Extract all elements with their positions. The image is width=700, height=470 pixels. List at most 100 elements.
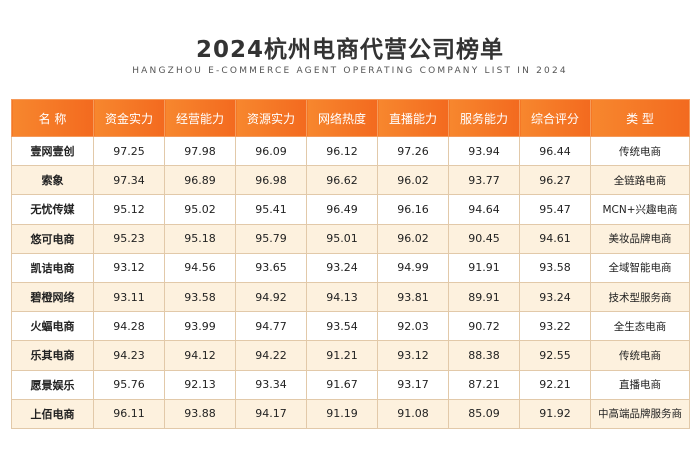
company-name-cell: 上佰电商 bbox=[11, 398, 94, 429]
company-type-cell: 美妆品牌电商 bbox=[590, 223, 690, 254]
operation-score-cell: 94.12 bbox=[164, 340, 236, 371]
company-type-cell: 传统电商 bbox=[590, 340, 690, 371]
company-type-cell: 全域智能电商 bbox=[590, 252, 690, 283]
resources-score-cell: 96.98 bbox=[235, 165, 307, 196]
company-name-cell: 愿景娱乐 bbox=[11, 369, 94, 400]
overall-score-cell: 93.58 bbox=[519, 252, 591, 283]
table-row: 凯诘电商 93.12 94.56 93.65 93.24 94.99 91.91 93.58 全… bbox=[11, 252, 690, 283]
company-type-cell: 传统电商 bbox=[590, 135, 690, 167]
resources-score-cell: 95.41 bbox=[235, 194, 307, 225]
capital-score-cell: 93.11 bbox=[93, 281, 165, 313]
service-score-cell: 90.72 bbox=[448, 311, 520, 342]
company-name-cell: 凯诘电商 bbox=[11, 252, 94, 283]
popularity-score-cell: 96.12 bbox=[306, 135, 378, 167]
overall-score-cell: 96.27 bbox=[519, 165, 591, 196]
service-score-cell: 89.91 bbox=[448, 281, 520, 313]
overall-score-cell: 92.55 bbox=[519, 340, 591, 371]
table-body: 壹网壹创 97.25 97.98 96.09 96.12 97.26 93.94 96.44 传… bbox=[11, 135, 690, 429]
page-subtitle: HANGZHOU E-COMMERCE AGENT OPERATING COMP… bbox=[132, 66, 568, 76]
livestream-score-cell: 96.16 bbox=[377, 194, 449, 225]
popularity-score-cell: 95.01 bbox=[306, 223, 378, 254]
company-type-cell: 直播电商 bbox=[590, 369, 690, 400]
popularity-score-cell: 96.49 bbox=[306, 194, 378, 225]
livestream-score-cell: 93.81 bbox=[377, 281, 449, 313]
resources-score-cell: 94.92 bbox=[235, 281, 307, 313]
resources-score-cell: 93.65 bbox=[235, 252, 307, 283]
company-type-cell: 全链路电商 bbox=[590, 165, 690, 196]
overall-score-cell: 91.92 bbox=[519, 398, 591, 429]
table-row: 愿景娱乐 95.76 92.13 93.34 91.67 93.17 87.21 92.21 直… bbox=[11, 369, 690, 400]
operation-score-cell: 95.18 bbox=[164, 223, 236, 254]
table-row: 碧橙网络 93.11 93.58 94.92 94.13 93.81 89.91 93.24 技… bbox=[11, 281, 690, 313]
popularity-score-cell: 91.21 bbox=[306, 340, 378, 371]
service-score-cell: 93.77 bbox=[448, 165, 520, 196]
popularity-score-cell: 91.67 bbox=[306, 369, 378, 400]
operation-score-cell: 93.99 bbox=[164, 311, 236, 342]
resources-score-cell: 95.79 bbox=[235, 223, 307, 254]
operation-score-cell: 94.56 bbox=[164, 252, 236, 283]
company-name-cell: 无忧传媒 bbox=[11, 194, 94, 225]
table-row: 火蝠电商 94.28 93.99 94.77 93.54 92.03 90.72 93.22 全… bbox=[11, 311, 690, 342]
header-resources: 资源实力 bbox=[235, 99, 307, 137]
table-row: 上佰电商 96.11 93.88 94.17 91.19 91.08 85.09 91.92 中… bbox=[11, 398, 690, 429]
capital-score-cell: 95.76 bbox=[93, 369, 165, 400]
header-name: 名 称 bbox=[11, 99, 94, 137]
resources-score-cell: 94.22 bbox=[235, 340, 307, 371]
header-operation: 经营能力 bbox=[164, 99, 236, 137]
company-name-cell: 碧橙网络 bbox=[11, 281, 94, 313]
livestream-score-cell: 92.03 bbox=[377, 311, 449, 342]
ranking-table: 名 称 资金实力 经营能力 资源实力 网络热度 直播能力 服务能力 综合评分 类… bbox=[11, 99, 690, 429]
resources-score-cell: 96.09 bbox=[235, 135, 307, 167]
popularity-score-cell: 91.19 bbox=[306, 398, 378, 429]
overall-score-cell: 93.24 bbox=[519, 281, 591, 313]
header-livestream: 直播能力 bbox=[377, 99, 449, 137]
operation-score-cell: 92.13 bbox=[164, 369, 236, 400]
table-row: 乐其电商 94.23 94.12 94.22 91.21 93.12 88.38 92.55 传… bbox=[11, 340, 690, 371]
capital-score-cell: 94.23 bbox=[93, 340, 165, 371]
capital-score-cell: 97.25 bbox=[93, 135, 165, 167]
header-service: 服务能力 bbox=[448, 99, 520, 137]
capital-score-cell: 97.34 bbox=[93, 165, 165, 196]
company-type-cell: 全生态电商 bbox=[590, 311, 690, 342]
overall-score-cell: 93.22 bbox=[519, 311, 591, 342]
company-name-cell: 乐其电商 bbox=[11, 340, 94, 371]
operation-score-cell: 93.58 bbox=[164, 281, 236, 313]
resources-score-cell: 94.77 bbox=[235, 311, 307, 342]
capital-score-cell: 96.11 bbox=[93, 398, 165, 429]
livestream-score-cell: 91.08 bbox=[377, 398, 449, 429]
company-name-cell: 壹网壹创 bbox=[11, 135, 94, 167]
livestream-score-cell: 96.02 bbox=[377, 165, 449, 196]
table-row: 壹网壹创 97.25 97.98 96.09 96.12 97.26 93.94 96.44 传… bbox=[11, 135, 690, 167]
popularity-score-cell: 96.62 bbox=[306, 165, 378, 196]
service-score-cell: 87.21 bbox=[448, 369, 520, 400]
header-popularity: 网络热度 bbox=[306, 99, 378, 137]
overall-score-cell: 95.47 bbox=[519, 194, 591, 225]
resources-score-cell: 94.17 bbox=[235, 398, 307, 429]
company-type-cell: 技术型服务商 bbox=[590, 281, 690, 313]
operation-score-cell: 95.02 bbox=[164, 194, 236, 225]
service-score-cell: 85.09 bbox=[448, 398, 520, 429]
livestream-score-cell: 97.26 bbox=[377, 135, 449, 167]
livestream-score-cell: 96.02 bbox=[377, 223, 449, 254]
operation-score-cell: 96.89 bbox=[164, 165, 236, 196]
livestream-score-cell: 94.99 bbox=[377, 252, 449, 283]
overall-score-cell: 92.21 bbox=[519, 369, 591, 400]
company-type-cell: MCN+兴趣电商 bbox=[590, 194, 690, 225]
capital-score-cell: 94.28 bbox=[93, 311, 165, 342]
service-score-cell: 91.91 bbox=[448, 252, 520, 283]
livestream-score-cell: 93.17 bbox=[377, 369, 449, 400]
capital-score-cell: 95.23 bbox=[93, 223, 165, 254]
header-capital: 资金实力 bbox=[93, 99, 165, 137]
livestream-score-cell: 93.12 bbox=[377, 340, 449, 371]
table-row: 悠可电商 95.23 95.18 95.79 95.01 96.02 90.45 94.61 美… bbox=[11, 223, 690, 254]
service-score-cell: 94.64 bbox=[448, 194, 520, 225]
popularity-score-cell: 93.54 bbox=[306, 311, 378, 342]
overall-score-cell: 96.44 bbox=[519, 135, 591, 167]
company-name-cell: 火蝠电商 bbox=[11, 311, 94, 342]
resources-score-cell: 93.34 bbox=[235, 369, 307, 400]
service-score-cell: 90.45 bbox=[448, 223, 520, 254]
table-row: 无忧传媒 95.12 95.02 95.41 96.49 96.16 94.64 95.47 M… bbox=[11, 194, 690, 225]
popularity-score-cell: 93.24 bbox=[306, 252, 378, 283]
header-overall: 综合评分 bbox=[519, 99, 591, 137]
service-score-cell: 88.38 bbox=[448, 340, 520, 371]
